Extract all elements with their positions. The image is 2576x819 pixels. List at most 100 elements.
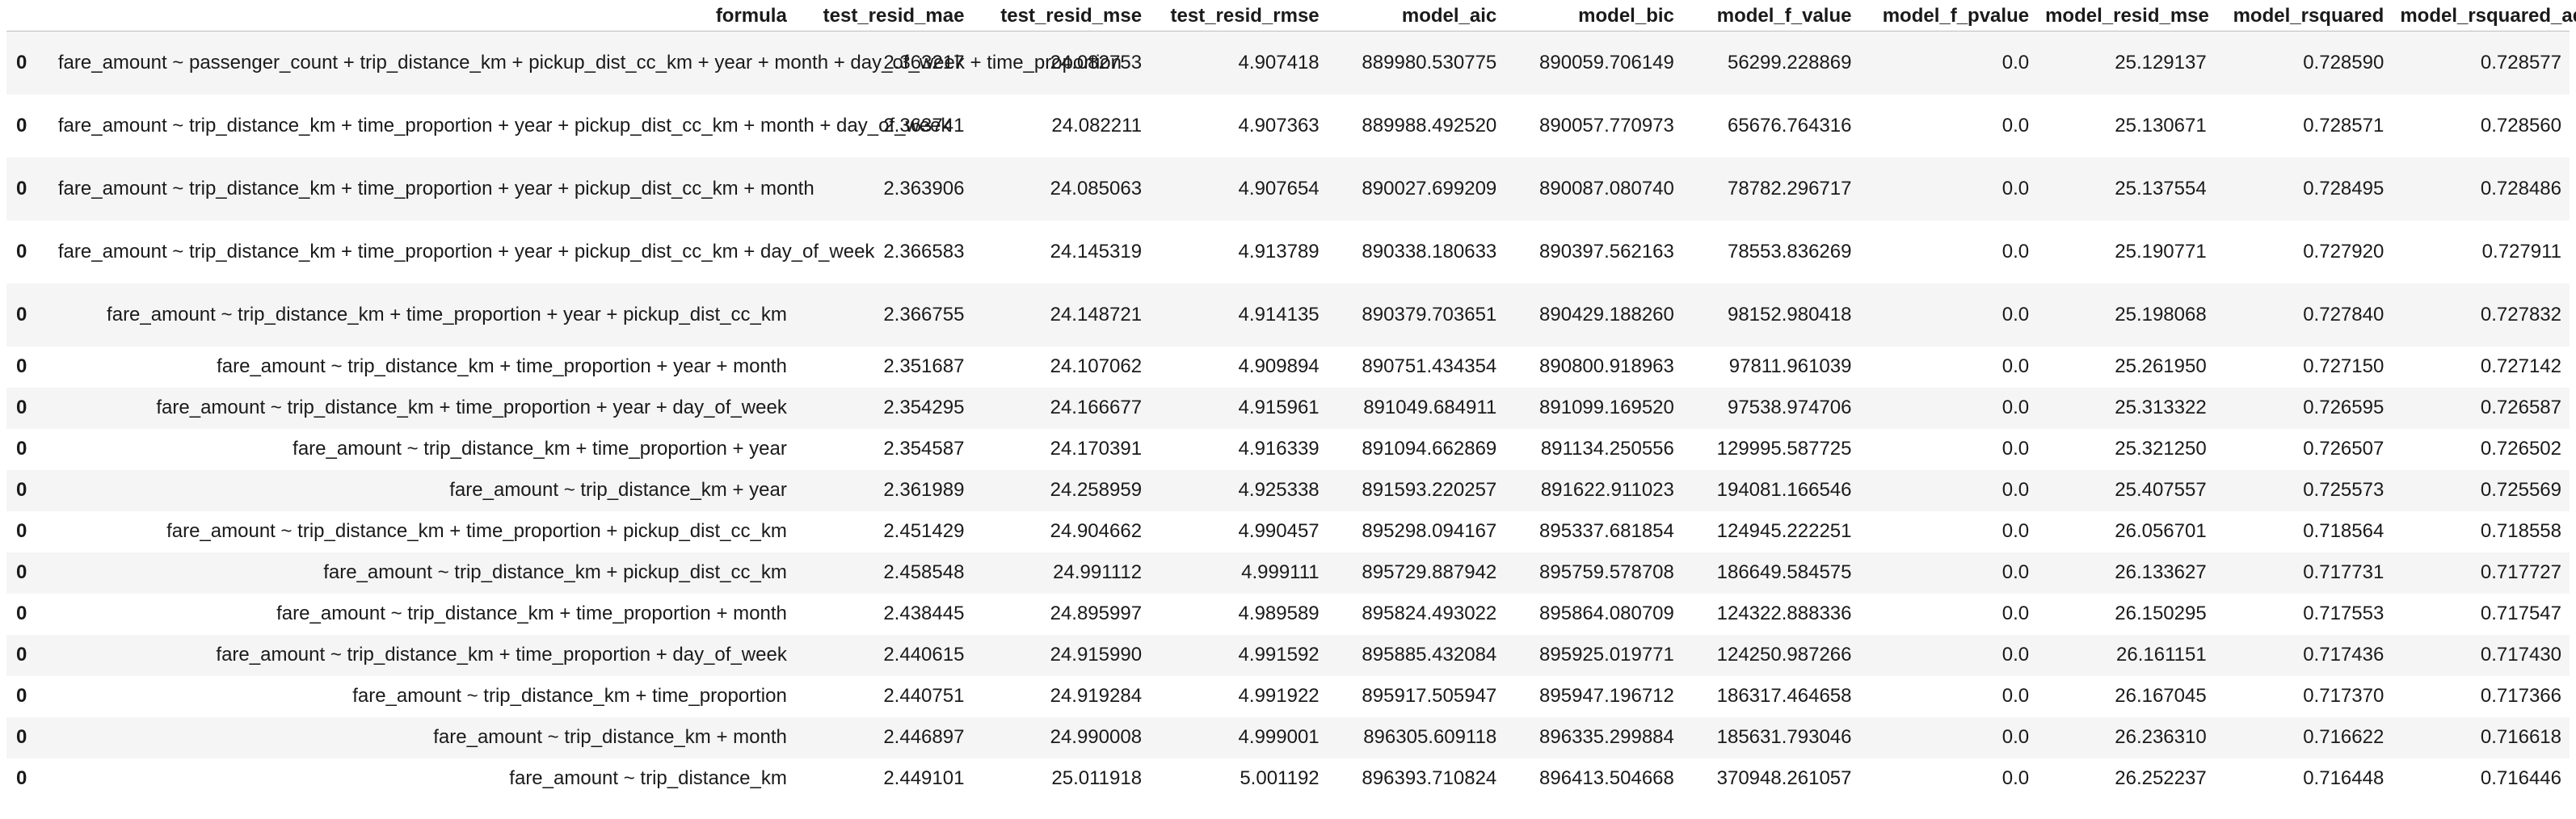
table-header: formula test_resid_mae test_resid_mse test_… — [6, 0, 2576, 32]
cell-test-resid-mse: 24.107062 — [1050, 355, 1143, 377]
cell-model-rsquared-adj: 0.728486 — [2480, 177, 2561, 200]
header-model-aic: model_aic — [1327, 0, 1505, 32]
cell-model-rsquared: 0.725573 — [2303, 479, 2384, 501]
cell-model-resid-mse: 26.150295 — [2115, 603, 2207, 624]
cell-model-rsquared: 0.727920 — [2303, 240, 2384, 262]
row-index: 0 — [16, 644, 27, 666]
cell-model-aic: 891049.684911 — [1363, 397, 1497, 418]
cell-test-resid-mse: 25.011918 — [1051, 767, 1143, 789]
cell-model-bic: 890800.918963 — [1539, 355, 1674, 377]
table-row: 0 fare_amount ~ trip_distance_km 2.449101 2… — [6, 758, 2570, 800]
cell-formula: fare_amount ~ trip_distance_km + time_pr… — [57, 177, 814, 200]
cell-formula: fare_amount ~ trip_distance_km + year — [449, 479, 787, 501]
cell-model-rsquared: 0.717553 — [2303, 603, 2384, 624]
cell-model-rsquared-adj: 0.728560 — [2480, 114, 2561, 136]
cell-test-resid-rmse: 4.925338 — [1238, 479, 1320, 501]
table-body: 0 fare_amount ~ passenger_count + trip_di… — [6, 31, 2570, 800]
cell-model-rsquared: 0.718564 — [2303, 520, 2384, 542]
cell-model-f-value: 129995.587725 — [1716, 438, 1852, 460]
cell-test-resid-rmse: 4.913789 — [1238, 240, 1320, 262]
cell-test-resid-mse: 24.904662 — [1050, 520, 1143, 542]
cell-test-resid-mse: 24.082753 — [1050, 51, 1143, 74]
cell-model-aic: 891094.662869 — [1362, 438, 1497, 460]
cell-model-rsquared-adj: 0.728577 — [2480, 51, 2561, 74]
cell-model-f-pvalue: 0.0 — [2001, 303, 2030, 326]
table-row: 0 fare_amount ~ trip_distance_km + time_p… — [6, 594, 2570, 635]
cell-model-f-pvalue: 0.0 — [2001, 397, 2030, 418]
cell-formula: fare_amount ~ trip_distance_km + pickup_… — [323, 561, 787, 583]
cell-model-rsquared-adj: 0.727832 — [2480, 303, 2561, 326]
cell-model-bic: 890397.562163 — [1539, 240, 1674, 262]
cell-formula: fare_amount ~ trip_distance_km + time_pr… — [57, 240, 875, 262]
row-index: 0 — [16, 438, 27, 460]
cell-test-resid-mae: 2.363217 — [883, 51, 965, 74]
cell-model-rsquared: 0.717370 — [2303, 685, 2384, 707]
header-model-rsquared-adj: model_rsquared_adj — [2392, 0, 2576, 32]
cell-model-resid-mse: 25.130671 — [2115, 114, 2207, 136]
cell-model-aic: 889988.492520 — [1362, 114, 1497, 136]
cell-model-rsquared-adj: 0.718558 — [2480, 520, 2561, 542]
header-model-f-value: model_f_value — [1682, 0, 1860, 32]
cell-model-resid-mse: 26.167045 — [2115, 685, 2207, 707]
cell-model-rsquared: 0.726595 — [2303, 397, 2384, 418]
header-test-resid-mse: test_resid_mse — [972, 0, 1151, 32]
cell-test-resid-mae: 2.354587 — [883, 438, 965, 460]
cell-model-bic: 891134.250556 — [1540, 438, 1674, 460]
cell-test-resid-mae: 2.366583 — [883, 240, 965, 262]
cell-model-rsquared: 0.728571 — [2303, 114, 2384, 136]
cell-test-resid-mse: 24.082211 — [1051, 114, 1143, 136]
cell-model-bic: 891099.169520 — [1539, 397, 1674, 418]
table-row: 0 fare_amount ~ trip_distance_km + time_p… — [6, 94, 2570, 158]
cell-model-f-value: 98152.980418 — [1727, 303, 1852, 326]
cell-test-resid-mae: 2.449101 — [883, 767, 965, 789]
cell-model-rsquared-adj: 0.716446 — [2480, 767, 2561, 789]
cell-model-f-pvalue: 0.0 — [2001, 685, 2030, 707]
cell-formula: fare_amount ~ passenger_count + trip_dis… — [57, 51, 1122, 74]
cell-model-resid-mse: 26.056701 — [2115, 520, 2207, 542]
cell-model-f-value: 78782.296717 — [1727, 177, 1852, 200]
cell-test-resid-mse: 24.085063 — [1050, 177, 1143, 200]
table-row: 0 fare_amount ~ trip_distance_km + time_p… — [6, 511, 2570, 552]
cell-test-resid-rmse: 4.991922 — [1238, 685, 1320, 707]
cell-model-aic: 896393.710824 — [1362, 767, 1497, 789]
cell-model-resid-mse: 25.198068 — [2115, 303, 2207, 326]
cell-test-resid-mae: 2.363741 — [883, 114, 965, 136]
table-row: 0 fare_amount ~ trip_distance_km + year 2.… — [6, 469, 2570, 511]
cell-model-resid-mse: 25.321250 — [2115, 438, 2207, 460]
cell-model-f-value: 186649.584575 — [1716, 561, 1852, 583]
header-test-resid-rmse: test_resid_rmse — [1150, 0, 1328, 32]
cell-test-resid-mae: 2.351687 — [883, 355, 965, 377]
header-row: formula test_resid_mae test_resid_mse test_… — [6, 0, 2576, 32]
cell-model-aic: 895824.493022 — [1362, 603, 1497, 624]
cell-model-aic: 890338.180633 — [1362, 240, 1497, 262]
cell-model-bic: 895759.578708 — [1539, 561, 1674, 583]
cell-test-resid-mae: 2.366755 — [883, 303, 965, 326]
cell-model-resid-mse: 25.261950 — [2115, 355, 2207, 377]
cell-model-bic: 895947.196712 — [1539, 685, 1674, 707]
cell-test-resid-rmse: 4.909894 — [1238, 355, 1320, 377]
cell-model-aic: 895729.887942 — [1362, 561, 1497, 583]
cell-model-aic: 889980.530775 — [1362, 51, 1497, 74]
table-row: 0 fare_amount ~ trip_distance_km + month 2… — [6, 716, 2570, 758]
row-index: 0 — [16, 397, 27, 418]
row-index: 0 — [16, 685, 27, 707]
cell-model-bic: 895864.080709 — [1539, 603, 1674, 624]
cell-formula: fare_amount ~ trip_distance_km + time_pr… — [352, 685, 787, 707]
cell-model-f-pvalue: 0.0 — [2001, 240, 2030, 262]
cell-model-f-value: 370948.261057 — [1716, 767, 1852, 789]
cell-model-rsquared-adj: 0.727911 — [2481, 240, 2561, 262]
cell-formula: fare_amount ~ trip_distance_km + time_pr… — [293, 438, 787, 460]
row-index: 0 — [16, 561, 27, 583]
cell-model-rsquared-adj: 0.717547 — [2480, 603, 2561, 624]
cell-model-bic: 896335.299884 — [1539, 726, 1674, 748]
table-row: 0 fare_amount ~ trip_distance_km + time_p… — [6, 429, 2570, 470]
cell-model-resid-mse: 26.161151 — [2116, 644, 2207, 666]
cell-model-rsquared: 0.727840 — [2303, 303, 2384, 326]
cell-model-f-value: 185631.793046 — [1716, 726, 1852, 748]
row-index: 0 — [16, 603, 27, 624]
cell-test-resid-mae: 2.458548 — [883, 561, 965, 583]
cell-model-aic: 890751.434354 — [1362, 355, 1497, 377]
row-index: 0 — [16, 479, 27, 501]
cell-model-rsquared: 0.728495 — [2303, 177, 2384, 200]
table-row: 0 fare_amount ~ trip_distance_km + pickup… — [6, 552, 2570, 594]
